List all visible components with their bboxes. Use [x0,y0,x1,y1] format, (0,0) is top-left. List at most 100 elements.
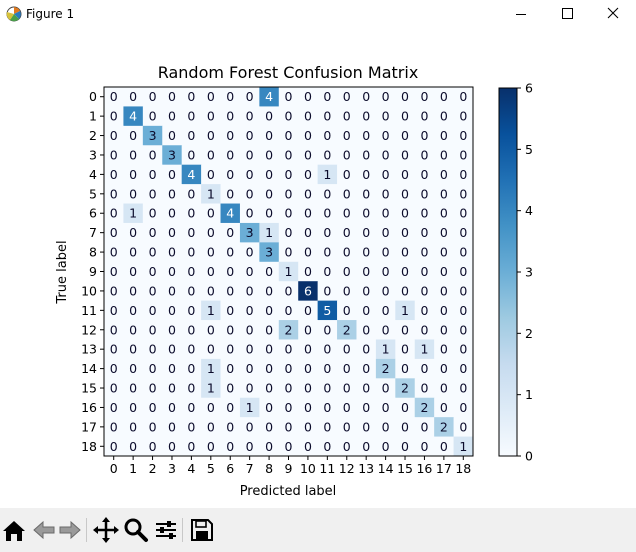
cell-value-label: 0 [168,342,176,357]
cell-value-label: 0 [362,342,370,357]
cell-value-label: 0 [226,128,234,143]
matrix-cell [298,125,319,146]
cell-value-label: 0 [187,186,195,201]
matrix-cell [356,378,377,399]
matrix-cell [142,261,163,282]
x-tick-label: 4 [187,461,195,476]
matrix-cell [181,164,202,185]
zoom-button[interactable] [122,516,150,544]
cell-value-label: 0 [304,342,312,357]
cell-value-label: 0 [401,245,409,260]
matrix-cell [317,242,338,263]
home-button[interactable] [0,516,28,544]
matrix-cell [356,281,377,302]
matrix-cell [317,436,338,457]
cell-value-label: 0 [382,283,390,298]
cell-value-label: 0 [129,303,137,318]
matrix-cell [337,145,357,166]
save-icon [191,519,213,541]
cell-value-label: 0 [362,400,370,415]
cell-value-label: 0 [187,206,195,221]
colorbar-tick-label: 0 [525,449,533,464]
matrix-cell [337,125,357,146]
matrix-cell [259,125,280,146]
back-arrow-icon [33,520,55,540]
y-tick-label: 8 [89,245,97,260]
matrix-cell [220,242,241,263]
cell-value-label: 0 [149,89,157,104]
cell-value-label: 0 [304,381,312,396]
cell-value-label: 0 [401,400,409,415]
back-button[interactable] [30,516,58,544]
matrix-cell [162,339,183,360]
matrix-cell [395,125,416,146]
cell-value-label: 0 [129,322,137,337]
cell-value-label: 0 [323,439,331,454]
cell-value-label: 0 [110,342,118,357]
matrix-cell [395,184,416,204]
matrix-cell [104,397,124,418]
cell-value-label: 0 [362,206,370,221]
matrix-cell [239,281,260,302]
cell-value-label: 0 [168,381,176,396]
configure-subplots-button[interactable] [152,516,180,544]
matrix-cell [220,339,241,360]
matrix-cell [239,339,260,360]
close-button[interactable] [590,0,636,30]
matrix-cell [434,397,454,418]
cell-value-label: 0 [129,439,137,454]
matrix-cell [142,125,163,146]
matrix-cell [162,242,183,263]
matrix-cell [414,378,435,399]
cell-value-label: 0 [459,225,467,240]
cell-value-label: 0 [265,303,273,318]
cell-value-label: 0 [420,147,428,162]
save-button[interactable] [188,516,216,544]
cell-value-label: 0 [362,381,370,396]
window-title: Figure 1 [26,7,75,21]
matrix-cell [356,203,377,224]
matrix-cell [142,300,163,321]
matrix-cell [434,320,454,340]
minimize-button[interactable] [498,0,544,30]
x-tick-label: 14 [378,461,394,476]
matrix-cell [434,300,454,321]
matrix-cell [317,184,338,204]
cell-value-label: 0 [149,109,157,124]
x-tick-label: 11 [319,461,335,476]
matrix-cell [239,320,260,340]
cell-value-label: 0 [246,303,254,318]
cell-value-label: 0 [226,264,234,279]
matrix-cell [181,320,202,340]
matrix-cell [414,261,435,282]
colorbar-tick-label: 6 [525,81,533,96]
cell-value-label: 0 [382,128,390,143]
matrix-cell [259,397,280,418]
cell-value-label: 0 [149,167,157,182]
cell-value-label: 0 [129,225,137,240]
cell-value-label: 0 [304,400,312,415]
maximize-icon [562,8,573,19]
maximize-button[interactable] [544,0,590,30]
pan-button[interactable] [92,516,120,544]
forward-button[interactable] [56,516,84,544]
matrix-cell [239,397,260,418]
matrix-cell [298,339,319,360]
cell-value-label: 0 [168,361,176,376]
cell-value-label: 0 [304,264,312,279]
matrix-cell [317,339,338,360]
cell-value-label: 0 [149,322,157,337]
cell-value-label: 0 [226,361,234,376]
cell-value-label: 0 [265,264,273,279]
matrix-cell [375,436,396,457]
matrix-cell [201,164,221,185]
cell-value-label: 0 [246,419,254,434]
matrix-cell [104,281,124,302]
cell-value-label: 0 [304,419,312,434]
matrix-cell [201,87,221,107]
matrix-cell [395,436,416,457]
cell-value-label: 0 [362,89,370,104]
cell-value-label: 0 [187,381,195,396]
x-tick-label: 18 [455,461,471,476]
